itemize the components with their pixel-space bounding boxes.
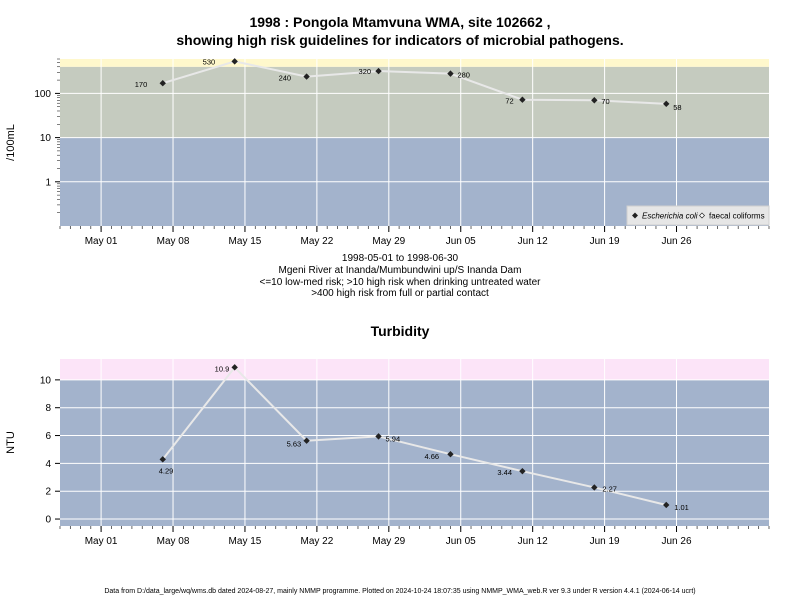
turbidity-data-point	[447, 450, 454, 458]
ecoli-data-point	[375, 67, 382, 75]
legend-box	[626, 205, 770, 226]
ecoli-data-point	[519, 96, 526, 103]
ecoli-data-point	[663, 100, 670, 108]
turbidity-data-point	[231, 364, 238, 371]
legend-marker-1	[699, 212, 705, 219]
ecoli-data-point	[231, 58, 238, 65]
ecoli-data-label: 72	[505, 97, 513, 106]
chart-title-line-1: 1998 : Pongola Mtamvuna WMA, site 102662…	[249, 14, 551, 30]
ecoli-y-tick-label: 10	[40, 133, 52, 144]
ecoli-data-label: 240	[279, 74, 292, 83]
note-date-range: 1998-05-01 to 1998-06-30	[341, 253, 459, 264]
turbidity-x-tick-label: May 01	[85, 536, 118, 547]
turbidity-data-label: 5.63	[287, 440, 302, 449]
turbidity-y-tick-label: 8	[45, 403, 51, 414]
turbidity-data-label: 2.27	[602, 484, 617, 493]
ecoli-data-point	[303, 73, 310, 80]
ecoli-data-label: 70	[601, 97, 609, 106]
ecoli-x-tick-label: Jun 26	[662, 236, 692, 247]
ecoli-x-tick-label: May 08	[157, 236, 190, 247]
turbidity-y-tick-label: 2	[45, 487, 51, 498]
turbidity-y-tick-label: 6	[45, 431, 51, 442]
ecoli-data-label: 58	[673, 103, 681, 112]
ecoli-x-tick-label: May 22	[300, 236, 333, 247]
turbidity-title: Turbidity	[370, 323, 430, 339]
legend-marker-0	[632, 212, 638, 219]
turbidity-data-label: 5.94	[386, 434, 401, 443]
legend-label-1: faecal coliforms	[709, 212, 765, 221]
turbidity-data-point	[519, 467, 526, 475]
chart-title-line-2: showing high risk guidelines for indicat…	[176, 32, 624, 48]
ecoli-risk-band-2	[60, 59, 769, 67]
ecoli-series-line	[162, 60, 667, 105]
ecoli-y-tick-label: 100	[34, 89, 51, 100]
note-risk-low: <=10 low-med risk; >10 high risk when dr…	[259, 277, 541, 288]
turbidity-x-tick-label: May 15	[229, 536, 262, 547]
note-risk-high: >400 high risk from full or partial cont…	[311, 288, 489, 299]
ecoli-data-label: 530	[203, 57, 216, 66]
legend-label-0: Escherichia coli	[642, 212, 698, 221]
turbidity-x-tick-label: Jun 05	[446, 536, 476, 547]
ecoli-data-label: 170	[135, 80, 148, 89]
ecoli-data-point	[447, 70, 454, 77]
turbidity-y-tick-label: 4	[45, 459, 51, 470]
turbidity-series-line	[161, 365, 667, 506]
ecoli-x-tick-label: Jun 05	[446, 236, 476, 247]
turbidity-y-tick-label: 0	[45, 515, 51, 526]
turbidity-data-label: 4.29	[159, 466, 174, 475]
ecoli-data-point	[591, 97, 598, 104]
turbidity-y-tick-label: 10	[40, 375, 52, 386]
turbidity-data-point	[159, 456, 166, 463]
turbidity-data-label: 10.9	[215, 364, 230, 373]
turbidity-risk-band-1	[60, 359, 769, 380]
turbidity-data-point	[375, 433, 382, 440]
ecoli-x-tick-label: Jun 12	[518, 236, 548, 247]
ecoli-risk-band-1	[60, 66, 769, 138]
ecoli-x-tick-label: May 01	[85, 236, 118, 247]
ecoli-x-tick-label: May 15	[229, 236, 262, 247]
ecoli-data-label: 320	[359, 67, 372, 76]
turbidity-data-point	[591, 484, 598, 491]
turbidity-x-tick-label: May 08	[157, 536, 190, 547]
turbidity-data-label: 3.44	[497, 468, 512, 477]
turbidity-x-tick-label: May 22	[300, 536, 333, 547]
turbidity-x-tick-label: Jun 26	[662, 536, 692, 547]
turbidity-x-tick-label: Jun 12	[518, 536, 548, 547]
ecoli-x-tick-label: Jun 19	[590, 236, 620, 247]
turbidity-data-point	[663, 501, 670, 509]
turbidity-data-point	[303, 437, 310, 444]
ecoli-x-tick-label: May 29	[372, 236, 405, 247]
ecoli-y-tick-label: 1	[45, 177, 51, 188]
note-site-name: Mgeni River at Inanda/Mumbundwini up/S I…	[278, 265, 522, 276]
turbidity-data-label: 4.66	[424, 452, 439, 461]
ecoli-data-point	[159, 80, 166, 87]
ecoli-y-axis-label: /100mL	[5, 124, 17, 161]
footer-source-note: Data from D:/data_large/wq/wms.db dated …	[104, 588, 696, 595]
turbidity-y-axis-label: NTU	[5, 431, 17, 454]
turbidity-data-label: 1.01	[674, 503, 689, 512]
turbidity-x-tick-label: Jun 19	[590, 536, 620, 547]
ecoli-data-label: 280	[457, 71, 470, 80]
turbidity-x-tick-label: May 29	[372, 536, 405, 547]
